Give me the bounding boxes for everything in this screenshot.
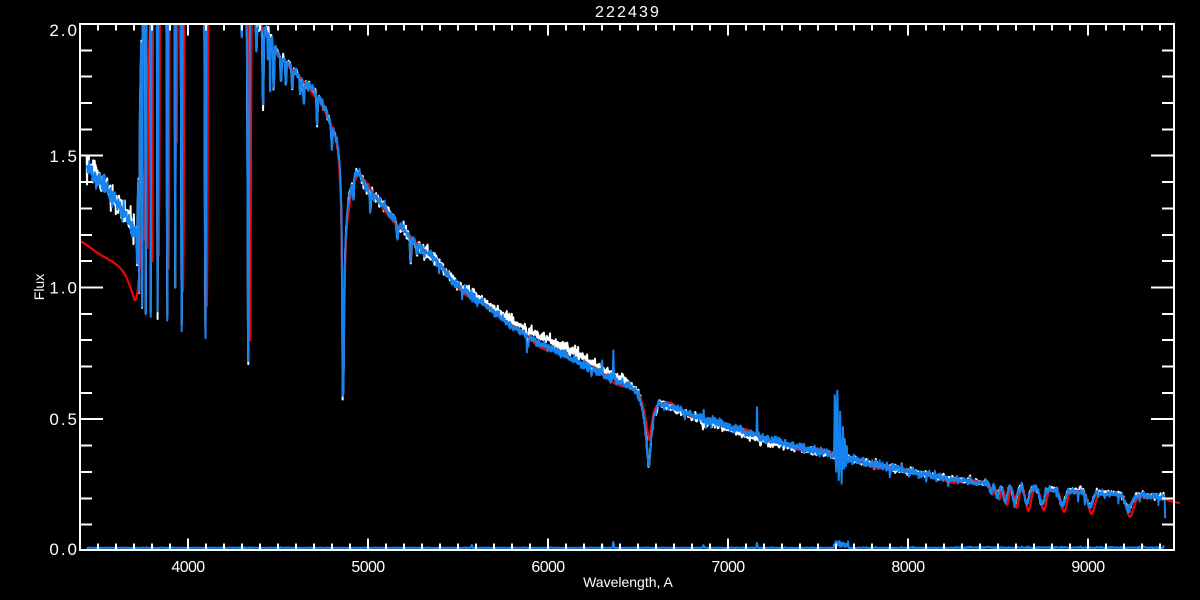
svg-text:5000: 5000 <box>351 559 385 576</box>
svg-text:Wavelength, A: Wavelength, A <box>583 574 673 590</box>
svg-text:222439: 222439 <box>595 4 661 21</box>
svg-text:1.0: 1.0 <box>49 279 79 298</box>
svg-text:7000: 7000 <box>711 559 745 576</box>
svg-text:4000: 4000 <box>171 559 205 576</box>
svg-text:0.5: 0.5 <box>49 410 79 429</box>
svg-text:6000: 6000 <box>531 559 565 576</box>
svg-text:0.0: 0.0 <box>49 540 79 559</box>
svg-text:8000: 8000 <box>891 559 925 576</box>
svg-text:2.0: 2.0 <box>49 21 79 40</box>
svg-text:1.5: 1.5 <box>49 147 79 166</box>
svg-text:9000: 9000 <box>1071 559 1105 576</box>
svg-text:Flux: Flux <box>31 274 47 300</box>
